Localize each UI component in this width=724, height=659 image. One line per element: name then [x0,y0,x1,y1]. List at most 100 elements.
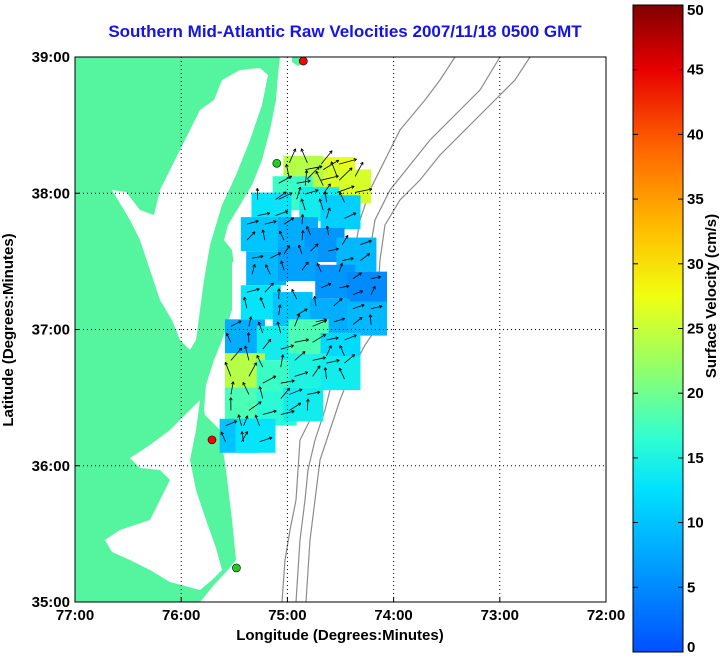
colorbar-ticks: 0 5 10 15 20 25 30 35 40 45 50 [633,2,704,656]
velocity-arrow [258,386,264,399]
velocity-arrow [257,321,264,334]
y-tick-label: 36:00 [32,458,70,475]
grid-layer [75,57,606,602]
velocity-arrow [330,161,338,177]
chesapeake-bay [112,68,268,350]
colorbar-tick-label: 50 [687,2,704,19]
velocity-arrow [339,158,357,165]
velocity-cell [278,247,319,282]
velocity-arrow [301,261,309,271]
velocity-arrow [246,231,256,241]
velocity-arrow [300,198,306,211]
y-tick-label: 37:00 [32,322,70,339]
velocity-arrow [310,243,319,252]
velocity-arrow [294,338,309,343]
velocity-arrow [370,275,381,280]
colorbar-tick-label: 20 [687,385,704,402]
velocity-arrow [336,185,355,193]
colorbar-tick-label: 35 [687,191,704,208]
velocity-arrow [328,247,339,252]
velocity-arrow [259,297,266,309]
x-tick-label: 76:00 [162,607,200,624]
station-layer [207,57,308,573]
colorbar-tick-label: 25 [687,321,704,338]
pamlico-sound [105,400,222,590]
radar-station-marker [299,57,308,66]
velocity-cell [347,271,388,306]
velocity-arrow [283,217,295,225]
velocity-arrow [318,198,324,211]
x-tick-label: 72:00 [587,607,625,624]
velocity-arrow [338,167,353,181]
velocity-arrow [370,304,383,309]
velocity-arrow [338,367,345,380]
velocity-arrow [312,334,326,343]
colorbar-tick-label: 45 [687,62,704,79]
velocity-arrow [323,159,340,170]
velocity-arrow [294,351,306,361]
velocity-arrow [342,235,349,245]
velocity-arrow [280,344,294,350]
velocity-arrow [344,212,357,219]
velocity-arrow [269,252,282,259]
velocity-arrow [296,308,308,316]
y-tick-label: 38:00 [32,185,70,202]
velocity-arrow [323,191,328,203]
velocity-arrow [224,361,232,377]
velocity-arrow [264,220,277,225]
velocity-arrow [307,166,320,180]
velocity-arrow [229,397,233,411]
velocity-arrow [294,313,301,327]
velocity-arrow [326,207,331,219]
y-axis-label: Latitude (Degrees:Minutes) [0,233,17,426]
velocity-arrow [315,170,324,186]
velocity-arrow [278,175,293,184]
velocity-arrow [352,316,363,325]
x-tick-label: 74:00 [374,607,412,624]
velocity-arrow [277,288,281,300]
velocity-arrow [320,150,333,165]
velocity-arrow [262,338,272,350]
outer-banks [200,410,236,572]
velocity-arrow [225,332,232,343]
velocity-arrow [339,345,345,357]
velocity-arrow [259,436,273,443]
y-tick-label: 35:00 [32,594,70,611]
velocity-arrow [275,210,289,216]
velocity-arrow [248,362,257,377]
velocity-arrow [296,186,302,200]
velocity-arrow [265,264,271,275]
velocity-arrow [252,254,264,259]
radar-station-marker [272,158,282,168]
velocity-arrow-layer [220,148,383,443]
velocity-arrow [255,188,260,200]
velocity-arrow [352,303,365,309]
velocity-arrow [312,356,327,361]
y-tick-label: 39:00 [32,49,70,66]
velocity-arrow [301,230,305,241]
velocity-arrow [291,289,298,300]
velocity-arrow [289,402,302,411]
velocity-arrow [289,388,303,395]
velocity-arrow [326,336,339,341]
velocity-arrow [368,314,373,325]
x-tick-label: 73:00 [481,607,519,624]
velocity-arrow [283,245,290,255]
velocity-arrow [354,161,364,177]
x-tick-label: 77:00 [56,607,94,624]
velocity-arrow [246,287,260,293]
velocity-arrow [325,225,330,236]
velocity-arrow [288,148,297,163]
colorbar-tick-label: 5 [687,579,695,596]
velocity-arrow [321,282,332,289]
velocity-cell [320,356,361,391]
velocity-arrow [261,229,266,241]
velocity-arrow [300,148,308,163]
velocity-field-layer [219,155,388,453]
velocity-arrow [306,398,310,411]
velocity-arrow [220,431,226,442]
x-ticks: 77:00 76:00 75:00 74:00 73:00 72:00 [56,597,625,624]
velocity-arrow [333,317,345,323]
velocity-arrow [305,165,323,171]
velocity-arrow [297,244,303,255]
